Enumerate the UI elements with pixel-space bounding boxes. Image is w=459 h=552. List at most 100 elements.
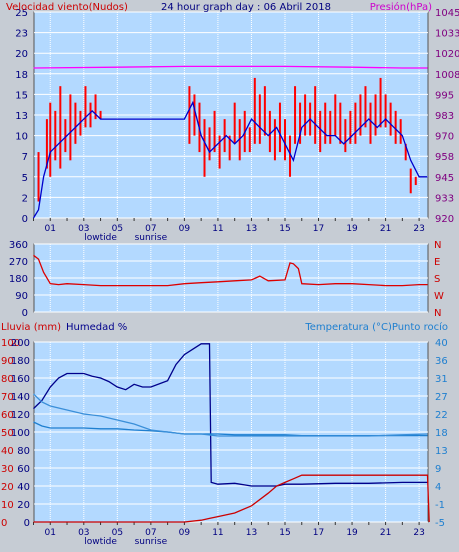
gust-bar [37, 152, 40, 202]
x-tick-label: 05 [112, 528, 123, 538]
rain-humidity-temp-panel: 0102030405060708090100020406080100120140… [1, 321, 448, 547]
x-tick-label: 03 [78, 528, 89, 538]
gust-bar [45, 119, 48, 169]
y-tick-label-left: 20 [15, 49, 28, 60]
compass-label: N [434, 308, 441, 319]
chart-title: 24 hour graph day : 06 Abril 2018 [161, 2, 331, 13]
wind-pressure-panel: 0257101315182023259209339459589709839951… [6, 1, 459, 243]
temperature-line [33, 393, 428, 437]
y-tick-label-right: 995 [435, 90, 454, 101]
rain-tick-label: 0 [1, 518, 7, 529]
y-tick-label-left: 15 [15, 90, 28, 101]
temperature-tick-label: 4 [435, 482, 441, 493]
y-tick-label-left: 18 [15, 70, 28, 81]
y-tick-label-left: 0 [22, 214, 28, 225]
temperature-tick-label: -5 [435, 518, 445, 529]
gust-bar [349, 110, 352, 144]
left-axis-title: Velocidad viento(Nudos) [6, 2, 128, 13]
compass-label: S [434, 274, 440, 285]
y-tick-label-left: 13 [15, 111, 28, 122]
gust-bar [399, 119, 402, 144]
temperature-tick-label: 22 [435, 410, 448, 421]
x-tick-label: 23 [413, 528, 424, 538]
humidity-tick-label: 80 [17, 446, 30, 457]
rain-line [33, 474, 430, 523]
y-tick-label-left: 2 [22, 193, 28, 204]
gust-bar [384, 94, 387, 128]
gust-bar [299, 102, 302, 144]
gust-bar [354, 102, 357, 144]
gust-bar [404, 143, 407, 161]
x-tick-label: 01 [45, 528, 56, 538]
y-tick-label-left: 90 [15, 291, 28, 302]
gust-bar [218, 135, 221, 169]
rain-tick-label: 90 [1, 356, 14, 367]
rain-tick-label: 50 [1, 428, 14, 439]
y-tick-label-left: 10 [15, 132, 28, 143]
gust-bar [49, 102, 52, 177]
humidity-tick-label: 200 [11, 338, 30, 349]
y-tick-label-right: 945 [435, 173, 454, 184]
x-tick-label: 05 [112, 224, 123, 234]
x-tick-label: 17 [313, 528, 324, 538]
x-tick-label: 19 [346, 224, 358, 234]
temperature-tick-label: 40 [435, 338, 448, 349]
x-annotation: sunrise [135, 233, 168, 243]
y-tick-label-right: 1020 [435, 49, 459, 60]
y-tick-label-right: 1008 [435, 70, 459, 81]
y-tick-label-right: 983 [435, 111, 454, 122]
gust-bar [344, 119, 347, 153]
humidity-tick-label: 60 [17, 464, 30, 475]
x-tick-label: 01 [45, 224, 56, 234]
x-tick-label: 19 [346, 528, 358, 538]
gust-bar [258, 94, 261, 144]
temperature-tick-label: 13 [435, 446, 448, 457]
temperature-tick-label: -1 [435, 500, 445, 511]
pressure-line [33, 65, 428, 69]
gust-bar [374, 94, 377, 136]
x-tick-label: 03 [78, 224, 89, 234]
humidity-axis-title: Humedad % [66, 322, 127, 333]
gust-bar [99, 110, 102, 120]
gust-bar [329, 110, 332, 144]
gust-bar [64, 119, 67, 153]
temperature-axis-title: Temperatura (°C)Punto rocío [304, 321, 448, 333]
x-tick-label: 15 [279, 528, 290, 538]
humidity-tick-label: 120 [11, 410, 30, 421]
gust-bar [188, 86, 191, 144]
y-tick-label-right: 920 [435, 214, 454, 225]
gust-bar [94, 94, 97, 120]
gust-bar [319, 110, 322, 153]
y-tick-label-left: 23 [15, 29, 28, 40]
rain-axis-title: Lluvia (mm) [1, 322, 61, 333]
y-tick-label-left: 25 [15, 8, 28, 19]
y-tick-label-right: 958 [435, 152, 454, 163]
y-tick-label-left: 5 [22, 173, 28, 184]
rain-tick-label: 10 [1, 500, 14, 511]
gust-bar [203, 119, 206, 177]
gust-bar [364, 86, 367, 128]
gust-bar [253, 77, 256, 144]
compass-label: E [434, 257, 440, 268]
gust-bar [248, 127, 251, 153]
rain-tick-label: 30 [1, 464, 14, 475]
temperature-tick-label: 36 [435, 356, 448, 367]
humidity-tick-label: 0 [24, 518, 30, 529]
y-tick-label-left: 0 [22, 308, 28, 319]
humidity-tick-label: 140 [11, 392, 30, 403]
y-tick-label-right: 1045 [435, 8, 459, 19]
x-tick-label: 21 [380, 528, 391, 538]
gust-bar [409, 168, 412, 194]
rain-tick-label: 40 [1, 446, 14, 457]
rain-tick-label: 60 [1, 410, 14, 421]
gust-bar [193, 94, 196, 136]
rain-tick-label: 80 [1, 374, 14, 385]
gust-bar [304, 94, 307, 136]
x-tick-label: 09 [179, 528, 191, 538]
x-tick-label: 11 [212, 528, 223, 538]
temperature-tick-label: 31 [435, 374, 448, 385]
gust-bar [414, 176, 417, 186]
x-tick-label: 21 [380, 224, 391, 234]
gust-bar [278, 102, 281, 153]
gust-bar [389, 102, 392, 136]
